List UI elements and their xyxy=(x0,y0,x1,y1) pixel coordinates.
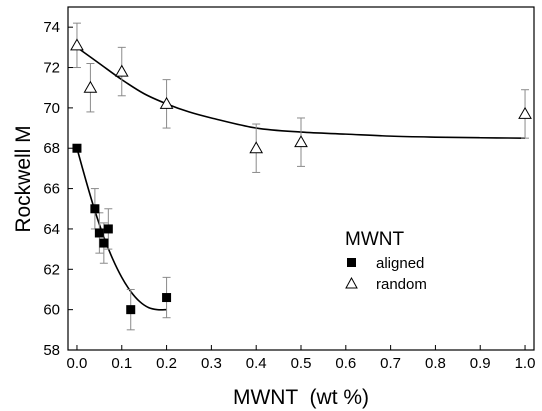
point-aligned-1 xyxy=(90,204,100,214)
y-tick-label-4: 66 xyxy=(43,181,60,198)
point-aligned-6 xyxy=(162,293,172,303)
x-tick-label-0: 0.0 xyxy=(67,355,88,372)
y-tick-label-8: 74 xyxy=(43,19,60,36)
y-tick-label-3: 64 xyxy=(43,221,60,238)
y-tick-label-1: 60 xyxy=(43,302,60,319)
legend-title: MWNT xyxy=(345,229,404,250)
point-aligned-5 xyxy=(126,305,136,315)
fit-line-aligned xyxy=(76,148,167,311)
tick-labels: 0.0 0.1 0.2 0.3 0.4 0.5 0.6 0.7 0.8 0.9 1.0 58 60 62 6… xyxy=(43,19,535,372)
point-aligned-0 xyxy=(72,143,82,153)
point-random-2 xyxy=(114,64,129,77)
point-random-6 xyxy=(518,106,532,119)
y-tick-label-5: 68 xyxy=(43,140,60,157)
fit-line-random xyxy=(76,46,526,139)
legend: MWNT aligned random xyxy=(345,229,427,293)
point-aligned-3 xyxy=(99,238,109,248)
legend-marker-random xyxy=(345,276,358,289)
y-tick-label-6: 70 xyxy=(43,100,60,117)
x-tick-label-2: 0.2 xyxy=(156,355,177,372)
x-tick-label-5: 0.5 xyxy=(291,355,312,372)
x-tick-label-4: 0.4 xyxy=(246,355,267,372)
x-tick-label-8: 0.8 xyxy=(425,355,446,372)
x-tick-label-1: 0.1 xyxy=(111,355,132,372)
x-axis-title: MWNT (wt %) xyxy=(233,386,369,409)
point-random-3 xyxy=(159,96,174,109)
x-tick-label-6: 0.6 xyxy=(335,355,356,372)
y-tick-label-7: 72 xyxy=(43,60,60,77)
point-random-0 xyxy=(70,38,84,51)
y-tick-label-2: 62 xyxy=(43,261,60,278)
plot-frame xyxy=(67,6,535,351)
legend-label-random: random xyxy=(376,276,427,293)
x-tick-label-9: 0.9 xyxy=(470,355,491,372)
data-markers xyxy=(70,38,532,315)
x-tick-label-7: 0.7 xyxy=(380,355,401,372)
x-tick-label-3: 0.3 xyxy=(201,355,222,372)
point-random-4 xyxy=(249,141,264,154)
x-tick-label-10: 1.0 xyxy=(515,355,536,372)
y-tick-label-0: 58 xyxy=(43,342,60,359)
legend-marker-aligned xyxy=(347,258,356,267)
point-aligned-4 xyxy=(103,224,113,234)
axis-ticks xyxy=(68,26,526,351)
y-axis-title: Rockwell M xyxy=(12,125,35,232)
fit-curves xyxy=(76,46,526,311)
point-aligned-2 xyxy=(94,228,104,238)
legend-label-aligned: aligned xyxy=(376,255,424,272)
point-random-1 xyxy=(83,80,98,93)
point-random-5 xyxy=(294,135,308,148)
error-bars xyxy=(72,22,530,331)
